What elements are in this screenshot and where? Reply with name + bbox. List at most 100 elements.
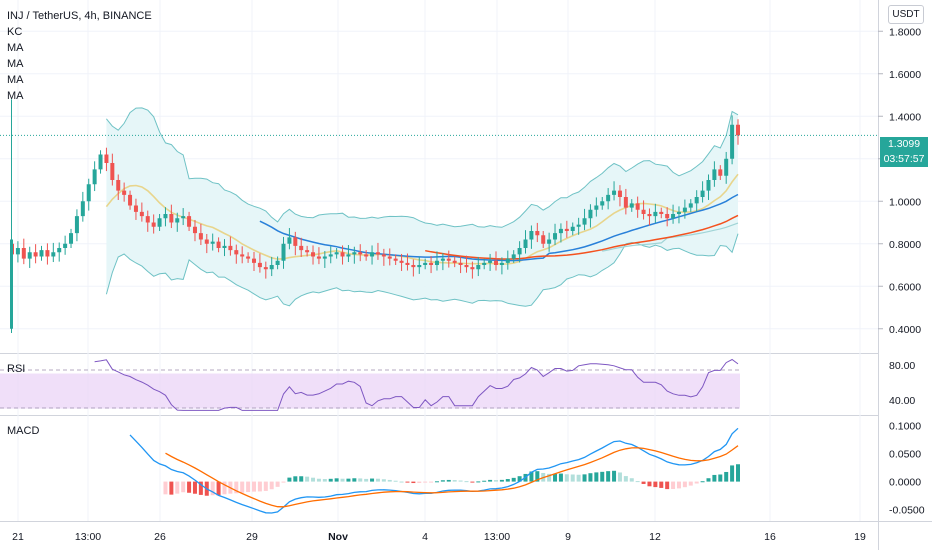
macd-histogram-bar: [234, 481, 239, 494]
indicator-ma-2[interactable]: MA: [7, 58, 24, 70]
currency-button[interactable]: USDT: [888, 5, 924, 24]
macd-histogram-bar: [434, 481, 439, 483]
macd-histogram-bar: [263, 481, 268, 491]
macd-histogram-bar: [499, 479, 504, 482]
macd-histogram-bar: [671, 481, 676, 489]
candle-body: [175, 218, 180, 223]
candle-body: [434, 260, 439, 265]
macd-histogram-bar: [222, 481, 227, 495]
candle-body: [116, 180, 121, 191]
macd-histogram-bar: [299, 476, 304, 482]
indicator-ma-4[interactable]: MA: [7, 90, 24, 102]
candle-body: [641, 209, 646, 214]
candle-body: [724, 158, 729, 176]
macd-histogram-bar: [464, 481, 469, 483]
candle-body: [21, 248, 26, 259]
candle-body: [470, 267, 475, 270]
rsi-axis: 80.00 40.00: [889, 360, 915, 407]
macd-histogram-bar: [316, 478, 321, 482]
macd-histogram-bar: [582, 474, 587, 482]
chart-title[interactable]: INJ / TetherUS, 4h, BINANCE: [7, 10, 152, 22]
candle-body: [104, 154, 109, 163]
price-tick-label: 1.4000: [889, 111, 921, 123]
candle-body: [145, 216, 150, 223]
candle-body: [358, 252, 363, 255]
candle-body: [671, 214, 676, 219]
macd-tick-label: 0.1000: [889, 421, 921, 433]
candle-body: [334, 252, 339, 255]
candle-body: [458, 262, 463, 265]
candle-body: [659, 211, 664, 214]
candle-body: [228, 245, 233, 251]
time-tick-label: 4: [422, 531, 428, 543]
ma-slow-line: [425, 214, 739, 260]
candle-body: [216, 241, 221, 248]
macd-histogram-bar: [647, 481, 652, 487]
candle-body: [494, 260, 498, 265]
macd-histogram-bar: [287, 477, 292, 482]
time-axis[interactable]: 21 13:00 26 29 Nov 4 13:00 9 12 16 19: [12, 531, 866, 543]
macd-histogram-bar: [594, 472, 599, 482]
candle-body: [210, 241, 215, 244]
time-tick-label: 26: [154, 531, 166, 543]
macd-histogram-bar: [328, 478, 333, 482]
macd-histogram-bar: [240, 481, 245, 493]
indicator-ma-1[interactable]: MA: [7, 42, 24, 54]
macd-histogram-bar: [712, 474, 717, 482]
candle-body: [240, 254, 245, 257]
candle-body: [305, 250, 310, 253]
candle-body: [293, 237, 298, 246]
macd-histogram-bar: [305, 476, 310, 482]
macd-histogram-bar: [470, 481, 475, 483]
candle-body: [370, 252, 375, 257]
macd-histogram-bar: [629, 478, 634, 482]
candle-body: [582, 218, 587, 225]
candle-body: [417, 265, 422, 268]
candle-body: [647, 214, 652, 217]
macd-histogram-bar: [600, 471, 605, 482]
candle-body: [316, 256, 321, 259]
macd-histogram-bar: [216, 481, 221, 496]
candle-body: [181, 216, 186, 219]
candle-body: [299, 245, 304, 251]
macd-histogram-bar: [564, 474, 569, 482]
candle-body: [617, 190, 622, 197]
candle-body: [27, 252, 32, 259]
price-axis[interactable]: 0.40000.60000.80001.00001.20001.40001.60…: [878, 26, 921, 336]
macd-histogram-bar: [570, 474, 575, 482]
candle-body: [736, 124, 740, 136]
macd-histogram-bar: [440, 480, 445, 482]
candle-body: [157, 218, 162, 227]
macd-histogram-bar: [617, 472, 622, 482]
macd-label[interactable]: MACD: [7, 425, 40, 437]
macd-histogram-bar: [547, 473, 552, 482]
macd-axis: 0.1000 0.0500 0.0000 -0.0500: [889, 421, 925, 517]
candle-body: [653, 211, 658, 217]
candle-body: [192, 226, 197, 234]
candle-body: [635, 203, 640, 210]
macd-histogram-bar: [399, 481, 404, 483]
macd-histogram-bar: [340, 478, 345, 482]
rsi-label[interactable]: RSI: [7, 363, 26, 375]
macd-histogram-bar: [706, 478, 711, 482]
macd-histogram-bar: [694, 481, 699, 484]
macd-histogram-bar: [358, 478, 363, 482]
candle-body: [612, 190, 617, 195]
candle-body: [452, 260, 457, 263]
macd-histogram-bar: [417, 481, 422, 483]
indicator-ma-3[interactable]: MA: [7, 74, 24, 86]
indicator-kc[interactable]: KC: [7, 26, 23, 38]
candle-body: [246, 256, 251, 259]
time-tick-label: Nov: [328, 531, 348, 543]
candle-body: [547, 239, 552, 244]
candle-body: [429, 262, 434, 265]
candle-body: [139, 211, 144, 217]
macd-histogram-bar: [387, 479, 392, 482]
candle-body: [15, 248, 20, 255]
candle-body: [57, 248, 62, 253]
time-tick-label: 16: [764, 531, 776, 543]
candlestick-series[interactable]: [10, 99, 740, 333]
macd-histogram-bar: [187, 481, 192, 493]
candle-body: [665, 214, 670, 219]
